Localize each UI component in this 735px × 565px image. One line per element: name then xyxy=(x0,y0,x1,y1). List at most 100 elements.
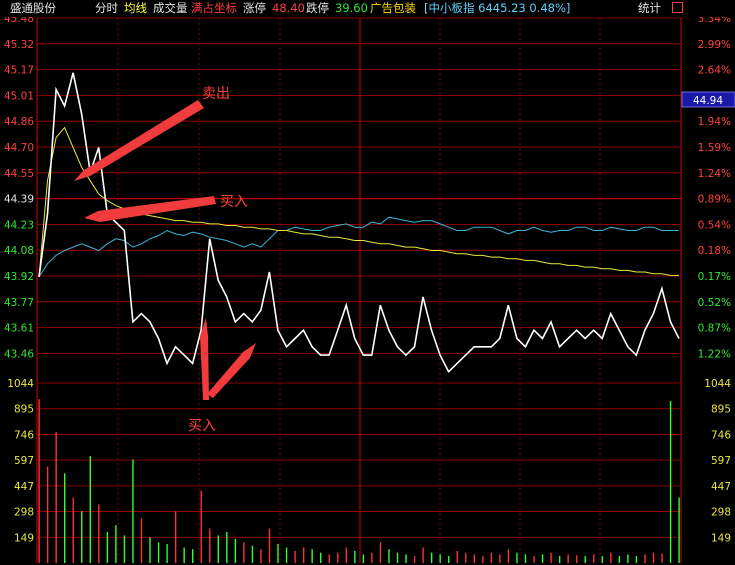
volume-bar xyxy=(354,550,356,563)
volume-bar xyxy=(576,555,578,563)
volume-bar xyxy=(217,535,219,563)
volume-bar xyxy=(38,399,40,563)
volume-bar xyxy=(456,550,458,563)
volume-bar xyxy=(388,549,390,563)
full-coord-toggle[interactable]: 满占坐标 xyxy=(191,1,237,15)
volume-bar xyxy=(541,554,544,563)
volume-bar xyxy=(439,554,441,563)
volume-bar xyxy=(337,552,339,563)
pct-tick-label: 0.18% xyxy=(698,245,731,257)
volume-bar xyxy=(302,547,305,563)
volume-bar xyxy=(371,552,373,563)
volume-bar xyxy=(55,431,57,563)
volume-bar xyxy=(268,528,271,563)
pct-tick-label: 0.17% xyxy=(698,271,731,283)
corner-box-icon[interactable] xyxy=(672,2,683,13)
volume-bar xyxy=(115,525,117,563)
volume-bar xyxy=(499,554,501,563)
pct-tick-label: 1.24% xyxy=(698,168,731,180)
volume-bar xyxy=(550,552,552,563)
volume-bar xyxy=(507,549,510,563)
volume-bar xyxy=(123,535,126,563)
volume-bar xyxy=(601,556,603,563)
buy-label-bottom: 买入 xyxy=(188,418,216,434)
volume-tick-label: 447 xyxy=(14,481,34,493)
volume-bar xyxy=(345,547,347,563)
volume-tick-label: 149 xyxy=(711,532,731,544)
pct-tick-label: 0.87% xyxy=(698,323,731,335)
volume-bar xyxy=(251,545,254,563)
price-tick-label: 45.17 xyxy=(4,65,34,77)
volume-bar xyxy=(328,554,330,563)
stats-button[interactable]: 统计 xyxy=(638,1,661,15)
volume-bar xyxy=(618,556,621,563)
volume-bar xyxy=(669,400,672,563)
volume-bar xyxy=(473,554,475,563)
volume-axis-left: 1044 895 746 597 447 298 149 xyxy=(7,378,34,544)
volume-tick-label: 895 xyxy=(711,404,731,416)
price-tick-label: 45.32 xyxy=(4,39,34,51)
volume-bar xyxy=(490,552,493,563)
index-info[interactable]: [中小板指 6445.23 0.48%] xyxy=(424,1,571,15)
avg-price-line xyxy=(38,126,679,278)
volume-bar xyxy=(661,553,663,563)
chart-toolbar: 盛通股份 分时 均线 成交量 满占坐标 涨停 48.40 跌停 39.60 广告… xyxy=(0,0,735,17)
price-tick-label: 44.08 xyxy=(4,245,34,257)
volume-bar xyxy=(413,556,416,563)
volume-tick-label: 746 xyxy=(711,429,731,441)
sell-label: 卖出 xyxy=(202,86,230,102)
volume-bars xyxy=(38,399,680,563)
volume-bar xyxy=(516,552,518,563)
volume-bar xyxy=(465,552,467,563)
volume-tick-label: 447 xyxy=(711,481,731,493)
volume-bar xyxy=(627,554,629,563)
current-price-value: 44.94 xyxy=(693,95,723,107)
volume-bar xyxy=(98,504,100,563)
pct-tick-label: 1.22% xyxy=(698,348,731,360)
pct-tick-label: 0.89% xyxy=(698,194,731,206)
price-tick-label: 43.77 xyxy=(4,297,34,309)
price-tick-label: 44.39 xyxy=(4,194,34,206)
volume-toggle[interactable]: 成交量 xyxy=(153,1,188,15)
volume-bar xyxy=(379,542,382,563)
timeshare-label[interactable]: 分时 xyxy=(95,1,118,15)
volume-bar xyxy=(294,550,296,563)
volume-bar xyxy=(46,466,49,563)
volume-bar xyxy=(422,547,424,563)
stock-name[interactable]: 盛通股份 xyxy=(10,1,56,15)
price-tick-label: 45.01 xyxy=(4,90,34,102)
volume-bar xyxy=(558,556,561,563)
pct-tick-label: 0.52% xyxy=(698,297,731,309)
volume-bar xyxy=(157,542,160,563)
volume-bar xyxy=(200,490,202,563)
volume-bar xyxy=(174,511,177,563)
volume-bar xyxy=(610,552,612,563)
pct-tick-label: 1.94% xyxy=(698,116,731,128)
volume-bar xyxy=(567,554,569,563)
chart-grid xyxy=(36,17,682,563)
volume-tick-label: 895 xyxy=(14,404,34,416)
annotation-arrows xyxy=(74,100,256,400)
price-tick-label: 44.23 xyxy=(4,219,34,231)
buy-arrow-top xyxy=(84,196,216,222)
limit-up-value: 48.40 xyxy=(272,1,305,15)
pct-tick-label: 2.64% xyxy=(698,65,731,77)
sector-link[interactable]: 广告包装 xyxy=(370,1,416,15)
volume-tick-label: 149 xyxy=(14,532,34,544)
pct-axis-right: 3.34%2.99%2.64%2.29%1.94%1.59%1.24%0.89%… xyxy=(698,13,731,360)
volume-tick-label: 298 xyxy=(711,507,731,519)
volume-bar xyxy=(448,556,450,563)
limit-up-label: 涨停 xyxy=(243,1,266,15)
volume-bar xyxy=(311,549,313,563)
buy-arrow-left xyxy=(200,318,209,400)
volume-tick-label: 597 xyxy=(711,455,731,467)
volume-bar xyxy=(524,554,527,563)
price-tick-label: 43.92 xyxy=(4,271,34,283)
limit-down-label: 跌停 xyxy=(306,1,329,15)
sell-arrow xyxy=(74,100,204,181)
avg-line-toggle[interactable]: 均线 xyxy=(124,1,147,15)
volume-tick-label: 746 xyxy=(14,429,34,441)
volume-bar xyxy=(678,497,680,563)
volume-tick-label: 1044 xyxy=(704,378,731,390)
